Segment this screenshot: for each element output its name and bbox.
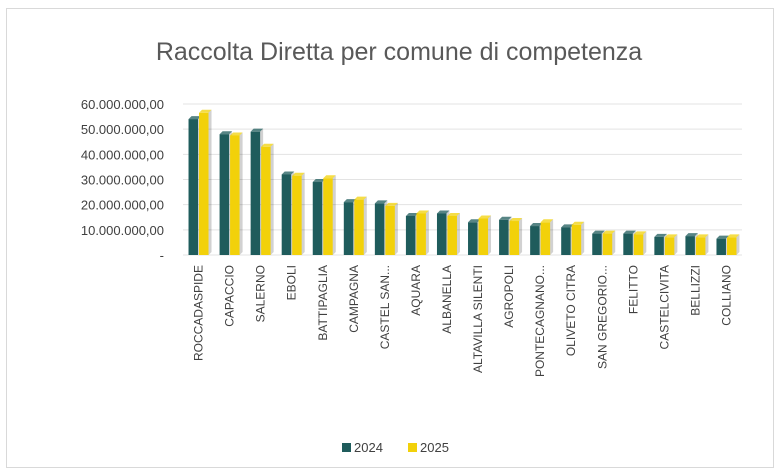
bar-2025-6 <box>385 202 398 255</box>
bar-2025-0 <box>199 109 212 255</box>
x-tick-label: ALBANELLA <box>440 265 454 334</box>
bar-2025-10 <box>509 218 523 255</box>
bar-2025-12 <box>571 221 585 255</box>
y-tick-label: 50.000.000,00 <box>81 122 164 137</box>
bar-2025-16 <box>695 234 709 255</box>
y-tick-label: 40.000.000,00 <box>81 147 164 162</box>
x-tick-label: CAPACCIO <box>223 265 237 327</box>
bar-2025-5 <box>354 196 367 255</box>
legend-swatch-2025 <box>408 443 417 452</box>
x-tick-label: CASTELCIVITA <box>657 265 671 349</box>
gridlines <box>183 103 742 256</box>
x-tick-label: CAMPAGNA <box>347 265 361 333</box>
x-tick-label: BATTIPAGLIA <box>316 265 330 341</box>
x-tick-label: AQUARA <box>409 265 423 316</box>
y-tick-label: 60.000.000,00 <box>81 97 164 112</box>
y-tick-label: 30.000.000,00 <box>81 173 164 188</box>
bar-2025-13 <box>602 230 616 255</box>
x-tick-label: PONTECAGNANO... <box>533 265 547 377</box>
bar-2025-1 <box>230 132 243 255</box>
bar-2025-3 <box>292 172 305 255</box>
bar-2025-2 <box>261 143 274 255</box>
bar-2025-11 <box>540 219 554 255</box>
bars <box>188 109 740 255</box>
bar-2025-14 <box>633 231 647 255</box>
x-tick-label: COLLIANO <box>719 265 733 326</box>
x-tick-label: CASTEL SAN... <box>378 265 392 349</box>
x-tick-label: FELITTO <box>626 265 640 314</box>
y-tick-label: - <box>160 248 164 263</box>
legend-swatch-2024 <box>342 443 351 452</box>
bar-2025-8 <box>447 212 460 255</box>
x-tick-label: OLIVETO CITRA <box>564 265 578 356</box>
x-tick-label: EBOLI <box>285 265 299 300</box>
y-tick-label: 10.000.000,00 <box>81 223 164 238</box>
bar-2025-17 <box>726 234 740 255</box>
legend: 2024 2025 <box>342 440 449 455</box>
x-axis-ticks: ROCCADASPIDE CAPACCIO SALERNO EBOLI BATTIPAG… <box>192 265 734 377</box>
x-tick-label: SALERNO <box>254 265 268 322</box>
x-tick-label: AGROPOLI <box>502 265 516 328</box>
x-tick-label: BELLIZZI <box>688 265 702 316</box>
y-tick-label: 20.000.000,00 <box>81 198 164 213</box>
legend-label-2025: 2025 <box>420 440 449 455</box>
bar-2025-7 <box>416 210 429 255</box>
x-tick-label: ROCCADASPIDE <box>192 265 206 361</box>
y-axis-ticks: - 10.000.000,00 20.000.000,00 30.000.000,00… <box>81 97 164 263</box>
bar-2025-15 <box>664 234 678 255</box>
chart-title: Raccolta Diretta per comune di competenz… <box>156 38 642 66</box>
bar-2025-9 <box>478 215 492 255</box>
bar-2025-4 <box>323 175 336 255</box>
x-tick-label: SAN GREGORIO... <box>595 265 609 369</box>
legend-label-2024: 2024 <box>354 440 383 455</box>
x-tick-label: ALTAVILLA SILENTI <box>471 265 485 373</box>
